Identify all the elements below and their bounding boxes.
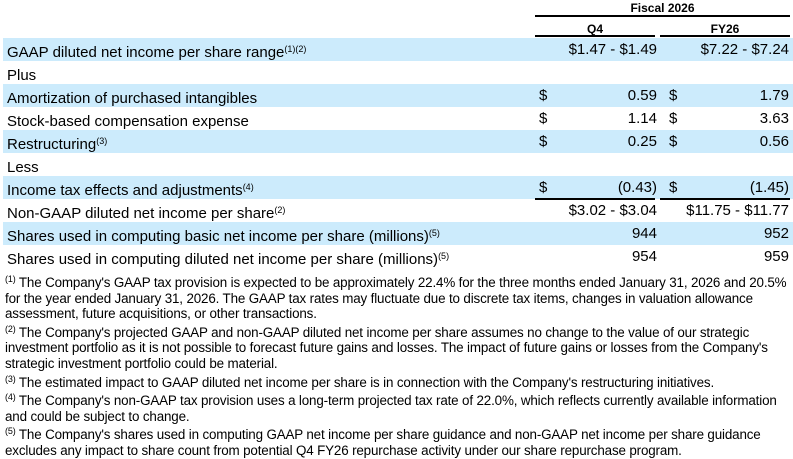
table-row: Less [3, 153, 793, 176]
fy26-currency: $ [669, 179, 678, 196]
table-row: Stock-based compensation expense $ 1.14 … [3, 107, 793, 130]
footnote: (5) The Company's shares used in computi… [5, 424, 791, 458]
table-row: Restructuring(3) $ 0.25 $ 0.56 [3, 130, 793, 153]
fy26-column-header: FY26 [710, 22, 740, 36]
fiscal-period-header: Fiscal 2026 [630, 1, 695, 15]
footnote: (3) The estimated impact to GAAP diluted… [5, 372, 791, 391]
row-label: Shares used in computing basic net incom… [7, 222, 440, 248]
footnote-marker: (4) [5, 392, 16, 403]
fy26-currency: $ [669, 133, 678, 150]
table-row: Non-GAAP diluted net income per share(2)… [3, 199, 793, 222]
row-label-text: Non-GAAP diluted net income per share [7, 205, 275, 222]
q4-value: 944 [631, 225, 657, 242]
fy26-subtotal-rule [660, 198, 790, 200]
q4-currency: $ [539, 87, 548, 104]
q4-value: 1.14 [627, 110, 657, 127]
q4-value: $1.47 - $1.49 [568, 41, 657, 58]
footnote-ref: (1)(2) [284, 44, 307, 54]
footnote-text: The Company's shares used in computing G… [5, 427, 761, 458]
q4-value: $3.02 - $3.04 [568, 202, 657, 219]
q4-value: 0.59 [627, 87, 657, 104]
row-label-text: Amortization of purchased intangibles [7, 90, 258, 107]
table-row: Amortization of purchased intangibles $ … [3, 84, 793, 107]
row-label-text: Restructuring [7, 136, 97, 153]
row-label-text: Shares used in computing basic net incom… [7, 228, 429, 245]
footnote: (1) The Company's GAAP tax provision is … [5, 272, 791, 322]
fy26-value: 3.63 [759, 110, 789, 127]
table-row: Income tax effects and adjustments(4) $ … [3, 176, 793, 199]
q4-header-rule [535, 35, 655, 37]
row-label: Amortization of purchased intangibles [7, 84, 257, 110]
footnote-text: The Company's GAAP tax provision is expe… [5, 275, 787, 322]
row-label: Plus [7, 61, 36, 87]
fy26-currency: $ [669, 87, 678, 104]
footnote-text: The estimated impact to GAAP diluted net… [18, 374, 715, 390]
q4-subtotal-rule [535, 198, 655, 200]
fy26-value: $7.22 - $7.24 [700, 41, 789, 58]
row-label: Shares used in computing diluted net inc… [7, 245, 449, 271]
table-row: Shares used in computing diluted net inc… [3, 245, 793, 268]
row-label: Income tax effects and adjustments(4) [7, 176, 254, 202]
footnote-marker: (1) [5, 274, 16, 284]
row-label-text: Shares used in computing diluted net inc… [7, 251, 439, 268]
q4-value: 954 [631, 248, 657, 265]
header-rule [535, 15, 790, 17]
table-row: GAAP diluted net income per share range(… [3, 38, 793, 61]
q4-currency: $ [539, 179, 548, 196]
footnote: (4) The Company's non-GAAP tax provision… [5, 390, 791, 424]
row-label-text: GAAP diluted net income per share range [7, 44, 285, 61]
fy26-value: 952 [763, 225, 789, 242]
footnotes: (1) The Company's GAAP tax provision is … [5, 272, 791, 459]
q4-value: (0.43) [617, 179, 657, 196]
fy26-value: $11.75 - $11.77 [686, 202, 789, 219]
fy26-value: 1.79 [759, 87, 789, 104]
fy26-value: (1.45) [749, 179, 789, 196]
fy26-value: 0.56 [759, 133, 789, 150]
footnote-marker: (3) [5, 373, 16, 384]
footnote-marker: (5) [5, 426, 16, 437]
row-label-text: Income tax effects and adjustments [7, 182, 243, 199]
footnote-ref: (5) [428, 228, 440, 238]
footnote-marker: (2) [5, 323, 16, 334]
footnote-ref: (3) [96, 136, 108, 146]
row-label-text: Less [7, 159, 39, 176]
q4-column-header: Q4 [586, 22, 603, 36]
fy26-header-rule [660, 35, 790, 37]
table-row: Shares used in computing basic net incom… [3, 222, 793, 245]
row-label-text: Stock-based compensation expense [7, 113, 249, 130]
row-label: Less [7, 153, 39, 179]
q4-currency: $ [539, 110, 548, 127]
footnote-text: The Company's non-GAAP tax provision use… [5, 393, 777, 424]
fy26-currency: $ [669, 110, 678, 127]
footnote: (2) The Company's projected GAAP and non… [5, 322, 791, 372]
q4-value: 0.25 [627, 133, 657, 150]
row-label-text: Plus [7, 67, 37, 84]
footnote-ref: (4) [242, 182, 254, 192]
q4-currency: $ [539, 133, 548, 150]
row-label: Stock-based compensation expense [7, 107, 249, 133]
footnote-ref: (5) [438, 251, 450, 261]
footnote-ref: (2) [274, 205, 286, 215]
row-label: Restructuring(3) [7, 130, 107, 156]
table-row: Plus [3, 61, 793, 84]
row-label: GAAP diluted net income per share range(… [7, 38, 306, 64]
row-label: Non-GAAP diluted net income per share(2) [7, 199, 285, 225]
fy26-value: 959 [763, 248, 789, 265]
footnote-text: The Company's projected GAAP and non-GAA… [5, 324, 768, 371]
